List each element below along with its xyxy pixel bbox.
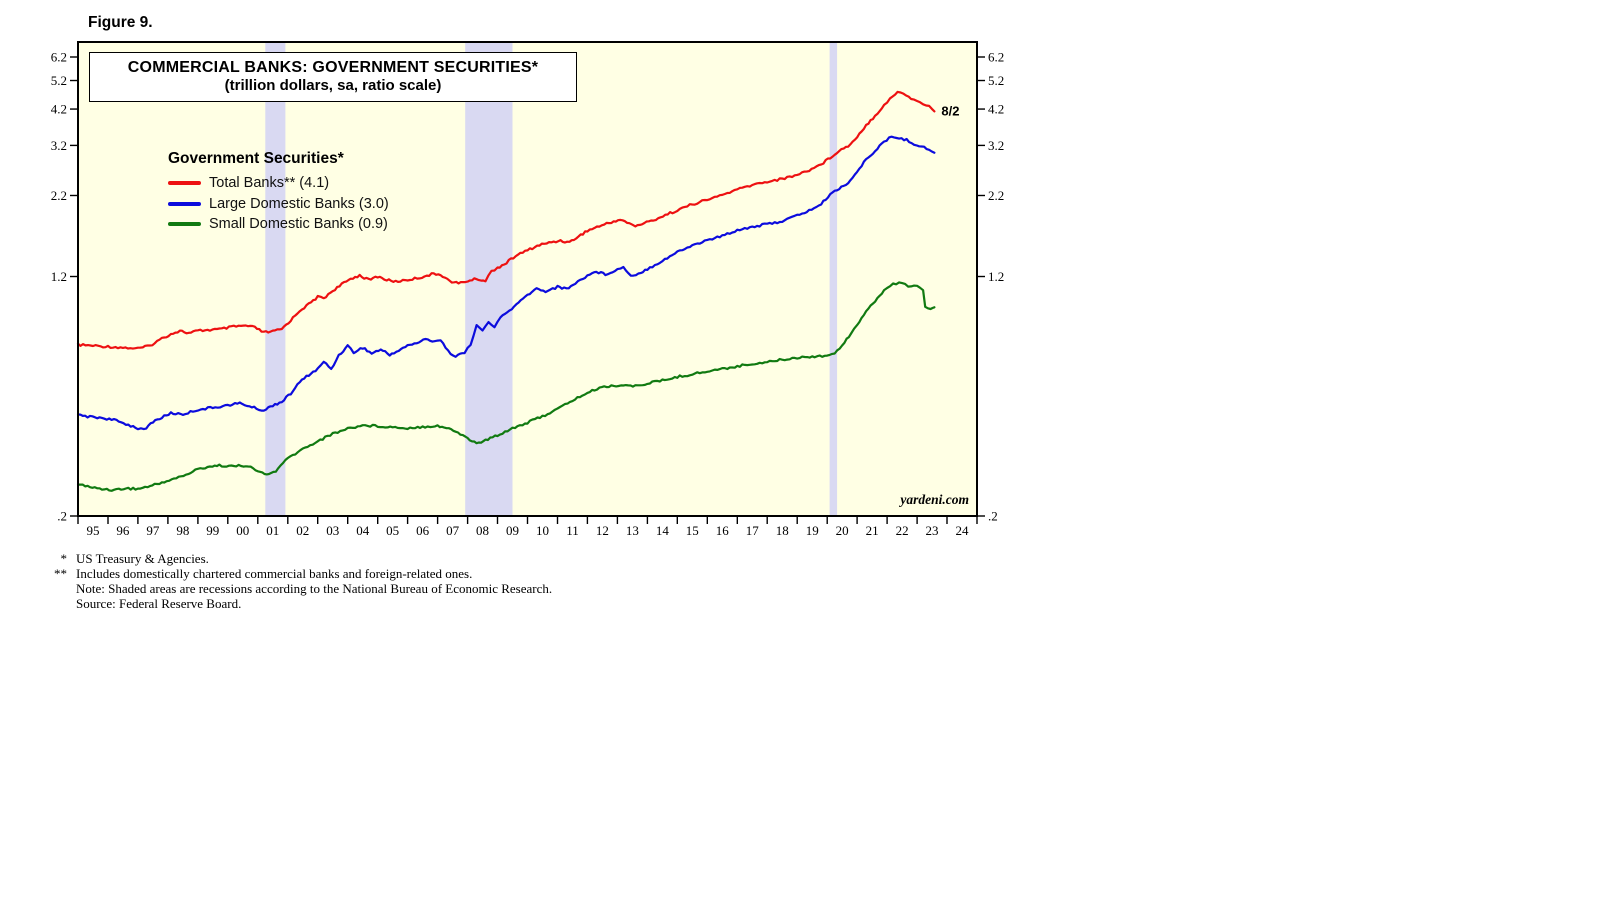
legend-swatch-large-domestic-banks xyxy=(168,201,201,206)
legend-label-small-domestic-banks: Small Domestic Banks (0.9) xyxy=(209,216,388,233)
footnote-marker: * xyxy=(60,551,68,566)
x-axis-label: 95 xyxy=(87,523,100,538)
x-axis-label: 16 xyxy=(716,523,730,538)
legend-swatch-total-banks xyxy=(168,181,201,186)
footnote-row: Source: Federal Reserve Board. xyxy=(47,595,552,612)
x-axis-label: 23 xyxy=(926,523,939,538)
legend-label-total-banks: Total Banks** (4.1) xyxy=(209,175,330,192)
chart-canvas: 6.2 6.2 5.2 5.2 4.2 4.2 3.2 3.2 2.2 2.2 1.2 1.2 .2 .2… xyxy=(51,41,1004,538)
footnote-row: ** Includes domestically chartered comme… xyxy=(47,565,552,582)
x-axis-label: 02 xyxy=(296,523,309,538)
x-axis-label: 05 xyxy=(386,523,399,538)
y-axis-label-left: 4.2 xyxy=(51,102,67,117)
y-axis-label-right: 3.2 xyxy=(988,138,1004,153)
plot-background xyxy=(78,42,977,516)
chart-title: COMMERCIAL BANKS: GOVERNMENT SECURITIES* xyxy=(127,59,539,76)
y-axis-label-right: 4.2 xyxy=(988,102,1004,117)
y-axis-label-left: 6.2 xyxy=(51,50,67,65)
x-axis-label: 21 xyxy=(866,523,879,538)
x-axis-label: 97 xyxy=(146,523,160,538)
y-axis-label-right: 2.2 xyxy=(988,188,1004,203)
footnotes: * US Treasury & Agencies. ** Includes do… xyxy=(47,551,553,612)
footnote-marker xyxy=(47,582,67,597)
footnote-text: Source: Federal Reserve Board. xyxy=(76,595,242,611)
x-axis-label: 12 xyxy=(596,523,609,538)
footnote-text: US Treasury & Agencies. xyxy=(76,551,209,566)
x-axis-label: 17 xyxy=(746,523,760,538)
figure-label: Figure 9. xyxy=(88,14,153,31)
y-axis-label-right: 1.2 xyxy=(988,269,1004,284)
series-line-total-banks xyxy=(76,90,936,350)
series-line-small-domestic-banks xyxy=(76,281,936,492)
x-axis-label: 07 xyxy=(446,523,460,538)
x-axis-label: 11 xyxy=(566,523,579,538)
footnote-text: Note: Shaded areas are recessions accord… xyxy=(76,580,553,596)
x-axis-label: 15 xyxy=(686,523,699,538)
legend-item-large-domestic-banks: Large Domestic Banks (3.0) xyxy=(168,194,389,215)
legend-swatch-small-domestic-banks xyxy=(168,222,201,227)
x-axis-label: 14 xyxy=(656,523,670,538)
x-axis-label: 00 xyxy=(236,523,249,538)
chart-title-box: COMMERCIAL BANKS: GOVERNMENT SECURITIES*… xyxy=(89,52,577,102)
recession-band xyxy=(829,42,838,516)
footnote-text: Includes domestically chartered commerci… xyxy=(76,565,473,581)
legend-item-total-banks: Total Banks** (4.1) xyxy=(168,173,389,194)
x-axis-label: 13 xyxy=(626,523,639,538)
y-axis-label-right: .2 xyxy=(988,509,998,524)
y-axis-label-left: 5.2 xyxy=(51,73,67,88)
recession-band xyxy=(265,42,286,516)
x-axis-label: 01 xyxy=(266,523,279,538)
footnote-row: Note: Shaded areas are recessions accord… xyxy=(47,580,553,597)
y-axis-label-left: .2 xyxy=(57,509,67,524)
y-axis-label-left: 3.2 xyxy=(51,138,67,153)
x-axis-label: 24 xyxy=(956,523,970,538)
x-axis-label: 10 xyxy=(536,523,549,538)
legend-title: Government Securities* xyxy=(168,150,344,167)
x-axis-label: 20 xyxy=(836,523,849,538)
y-axis-label-left: 1.2 xyxy=(51,269,67,284)
chart-subtitle: (trillion dollars, sa, ratio scale) xyxy=(224,77,442,94)
x-axis-label: 06 xyxy=(416,523,430,538)
x-axis-label: 98 xyxy=(176,523,189,538)
x-axis-label: 22 xyxy=(896,523,909,538)
x-axis-label: 08 xyxy=(476,523,489,538)
watermark: yardeni.com xyxy=(898,492,969,507)
y-axis-label-right: 5.2 xyxy=(988,73,1004,88)
x-axis-label: 04 xyxy=(356,523,370,538)
x-axis-label: 96 xyxy=(116,523,130,538)
y-axis-label-right: 6.2 xyxy=(988,50,1004,65)
legend: Government Securities* Total Banks** (4.… xyxy=(168,150,389,235)
footnote-row: * US Treasury & Agencies. xyxy=(47,551,552,567)
legend-label-large-domestic-banks: Large Domestic Banks (3.0) xyxy=(209,195,389,212)
footnote-marker: ** xyxy=(54,565,67,581)
legend-item-small-domestic-banks: Small Domestic Banks (0.9) xyxy=(168,214,389,235)
x-axis-label: 03 xyxy=(326,523,339,538)
x-axis-label: 18 xyxy=(776,523,789,538)
series-line-large-domestic-banks xyxy=(76,135,936,431)
x-axis-label: 09 xyxy=(506,523,519,538)
x-axis-label: 99 xyxy=(206,523,219,538)
footnote-marker xyxy=(47,597,67,612)
latest-date-label: 8/2 xyxy=(941,104,959,119)
y-axis-label-left: 2.2 xyxy=(51,188,67,203)
x-axis-label: 19 xyxy=(806,523,819,538)
